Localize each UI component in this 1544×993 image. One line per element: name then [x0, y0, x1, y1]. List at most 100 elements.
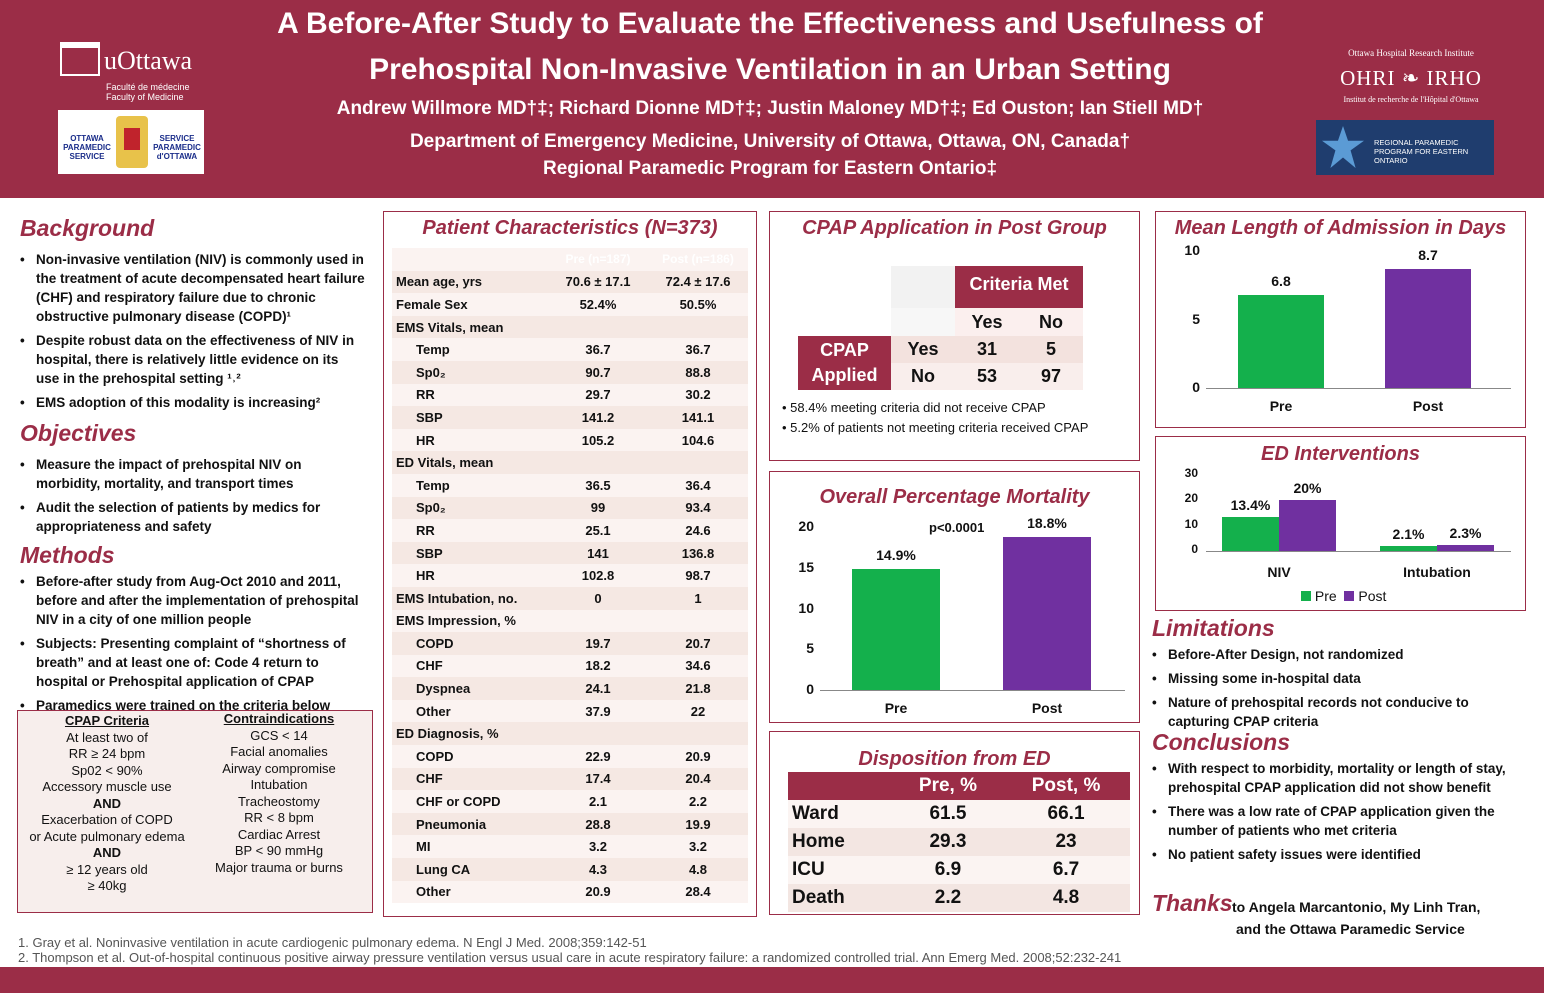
table-row: CHF or COPD 2.1 2.2: [392, 790, 748, 813]
y-tick-label: 0: [806, 681, 814, 697]
thanks-heading: Thanks: [1152, 890, 1233, 916]
table-row: CHF 18.2 34.6: [392, 654, 748, 678]
criteria-line: ≥ 40kg: [87, 878, 127, 893]
background-list: Non-invasive ventilation (NIV) is common…: [20, 250, 365, 417]
criteria-line: Major trauma or burns: [215, 859, 343, 875]
table-row: Lung CA 4.3 4.8: [392, 858, 748, 881]
table-row: Temp 36.7 36.7: [392, 338, 748, 361]
y-tick-label: 20: [798, 518, 814, 534]
table-row: Sp0₂ 90.7 88.8: [392, 360, 748, 384]
cpap-notes: • 58.4% meeting criteria did not receive…: [782, 400, 1089, 435]
table-row: EMS Impression, %: [392, 609, 748, 633]
table-row: Other 20.9 28.4: [392, 880, 748, 904]
x-tick-label: Pre: [1269, 398, 1293, 414]
objectives-item: Measure the impact of prehospital NIV on…: [20, 455, 365, 493]
authors: Andrew Willmore MD†‡; Richard Dionne MD†…: [336, 98, 1204, 119]
table-row: Mean age, yrs 70.6 ± 17.1 72.4 ± 17.6: [392, 270, 748, 294]
cell-yes-yes: 31: [955, 336, 1019, 363]
criteria-line: BP < 90 mmHg: [234, 843, 324, 858]
cpap-criteria: CPAP Criteria At least two of RR ≥ 24 bpm…: [22, 713, 192, 895]
limitations-item: Before-After Design, not randomized: [1152, 645, 1532, 664]
cell-no-yes: 53: [955, 363, 1019, 390]
contraindications: Contraindications GCS < 14 Facial anomali…: [194, 711, 364, 876]
x-tick-label: Intubation: [1403, 564, 1471, 580]
table-row: HR 105.2 104.6: [392, 428, 748, 452]
thanks-line2: and the Ottawa Paramedic Service: [1236, 921, 1465, 937]
data-label: 2.3%: [1449, 525, 1482, 542]
criteria-line: Accessory muscle use: [42, 779, 172, 794]
thanks-line1: to Angela Marcantonio, My Linh Tran,: [1232, 899, 1481, 915]
objectives-heading: Objectives: [20, 420, 137, 446]
p-value: p<0.0001: [929, 520, 985, 535]
conclusions-heading: Conclusions: [1152, 729, 1291, 755]
cpap-applied-header: CPAP Applied: [798, 336, 891, 390]
y-tick-label: 10: [1184, 516, 1198, 531]
poster-title-line2: Prehospital Non-Invasive Ventilation in …: [369, 53, 1171, 86]
objectives-list: Measure the impact of prehospital NIV on…: [20, 455, 365, 541]
table-row: EMS Vitals, mean: [392, 315, 748, 339]
y-tick-label: 10: [1184, 242, 1200, 258]
los-chart: 0 5 10 6.8 Pre 8.7 Post: [1156, 212, 1527, 429]
x-tick-label: Pre: [884, 700, 908, 716]
reference-1: 1. Gray et al. Noninvasive ventilation i…: [18, 935, 647, 950]
mortality-chart: 0 5 10 15 20 14.9% Pre 18.8% Post: [770, 472, 1141, 724]
criteria-line: RR ≥ 24 bpm: [68, 746, 146, 761]
x-axis-line: [820, 690, 1125, 691]
bar-post-niv: [1279, 500, 1336, 551]
limitations-item: Nature of prehospital records not conduc…: [1152, 693, 1532, 731]
y-tick-label: 10: [798, 599, 814, 616]
header-banner: A Before-After Study to Evaluate the Eff…: [0, 0, 1544, 198]
legend-swatch-post: [1344, 591, 1355, 601]
data-label: 20%: [1293, 480, 1322, 497]
y-tick-label: 0: [1191, 542, 1198, 556]
table-row: Pneumonia 28.8 19.9: [392, 812, 748, 836]
caduceus-icon: [116, 116, 148, 168]
legend-swatch-pre: [1301, 591, 1311, 601]
cpap-title: CPAP Application in Post Group: [802, 217, 1107, 239]
table-row: CHF 17.4 20.4: [392, 767, 748, 791]
patient-table: Pre (n=187) Post (n=186) Mean age, yrs 70.6…: [392, 248, 748, 904]
background-heading: Background: [20, 215, 155, 241]
table-row: COPD 19.7 20.7: [392, 632, 748, 655]
y-tick-label: 20: [1184, 491, 1198, 506]
table-row: HR 102.8 98.7: [392, 564, 748, 587]
criteria-met-header: Criteria Met: [955, 266, 1083, 308]
bar-post: [1003, 536, 1091, 690]
chart-legend: Pre Post: [1301, 588, 1386, 604]
data-label: 13.4%: [1230, 497, 1271, 514]
mortality-title: Overall Percentage Mortality: [819, 486, 1090, 508]
conclusions-item: No patient safety issues were identified: [1152, 845, 1537, 864]
patient-characteristics-panel: Patient Characteristics (N=373) Pre (n=1…: [383, 211, 757, 917]
conclusions-item: There was a low rate of CPAP application…: [1152, 802, 1537, 840]
table-row: ED Diagnosis, %: [392, 722, 748, 746]
criteria-line: Cardiac Arrest: [237, 826, 321, 842]
criteria-line: ≥ 12 years old: [66, 861, 148, 877]
background-item: EMS adoption of this modality is increas…: [20, 393, 365, 412]
ottawa-paramedic-logo: OTTAWA PARAMEDIC SERVICE SERVICE PARAMED…: [58, 110, 204, 174]
bar-post: [1385, 268, 1471, 388]
table-row: RR 29.7 30.2: [392, 383, 748, 407]
background-item: Non-invasive ventilation (NIV) is common…: [20, 250, 365, 326]
background-item: Despite robust data on the effectiveness…: [20, 331, 365, 388]
criteria-line: RR < 8 bpm: [244, 810, 314, 825]
methods-item: Paramedics were trained on the criteria …: [20, 696, 365, 715]
table-row: ICU 6.9 6.7: [788, 856, 1130, 884]
criteria-line: or Acute pulmonary edema: [29, 828, 185, 844]
limitations-list: Before-After Design, not randomized Missi…: [1152, 645, 1532, 736]
reference-2: 2. Thompson et al. Out-of-hospital conti…: [18, 950, 1122, 965]
table-row: SBP 141.2 141.1: [392, 406, 748, 429]
y-tick-label: 15: [798, 558, 814, 575]
los-title: Mean Length of Admission in Days: [1174, 217, 1507, 239]
criteria-line: AND: [92, 795, 122, 811]
criteria-line: AND: [92, 845, 122, 860]
bar-pre: [852, 568, 940, 690]
x-tick-label: Post: [1412, 398, 1444, 414]
y-tick-label: 30: [1184, 466, 1198, 480]
ed-interventions-panel: ED Interventions 0 10 20 30 13.4% 20% NIV 2.1% 2…: [1155, 436, 1526, 611]
table-row: Ward 61.5 66.1: [788, 800, 1130, 828]
criteria-line: Facial anomalies: [230, 744, 328, 759]
department: Department of Emergency Medicine, Univer…: [409, 131, 1131, 152]
data-label: 8.7: [1418, 246, 1438, 263]
limitations-item: Missing some in-hospital data: [1152, 669, 1532, 688]
table-row: RR 25.1 24.6: [392, 519, 748, 542]
